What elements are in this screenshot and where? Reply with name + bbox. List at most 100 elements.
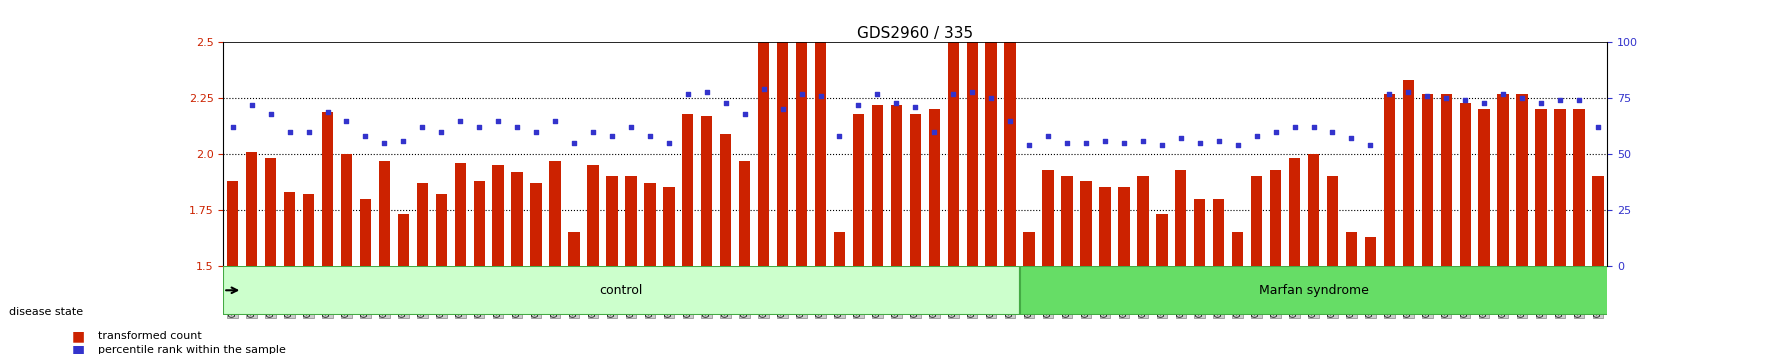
Point [845,102,873,108]
Point [1413,93,1441,99]
Point [275,129,304,135]
Point [370,140,398,146]
Point [1014,142,1043,148]
Bar [909,114,922,266]
Bar [1232,232,1243,266]
Bar [1497,94,1509,266]
Bar [1004,42,1016,266]
Point [598,133,627,139]
Point [257,111,286,117]
Text: ■: ■ [71,329,84,343]
Bar [1384,94,1395,266]
FancyBboxPatch shape [223,266,1020,315]
Bar [473,181,486,266]
Point [863,91,891,97]
Point [352,133,380,139]
Point [1109,140,1138,146]
Bar [777,42,788,266]
Bar [1307,154,1320,266]
Point [673,91,702,97]
Bar [663,188,675,266]
Bar [1213,199,1225,266]
Point [654,140,682,146]
Bar [493,165,504,266]
Bar [1270,170,1281,266]
Text: disease state: disease state [9,307,84,316]
Text: Marfan syndrome: Marfan syndrome [1259,284,1368,297]
Point [1281,124,1309,130]
Bar [568,232,580,266]
Bar [398,214,409,266]
Point [559,140,588,146]
Point [1243,133,1272,139]
Bar [341,154,352,266]
Point [1034,133,1063,139]
Bar [852,114,864,266]
Point [484,118,513,124]
Point [1470,100,1498,105]
Point [1565,98,1593,103]
Point [332,118,361,124]
Bar [739,161,750,266]
Point [218,124,246,130]
Point [1395,89,1423,95]
Point [295,129,323,135]
Point [407,124,436,130]
Text: transformed count: transformed count [98,331,202,341]
Bar [1573,109,1584,266]
Bar [1081,181,1091,266]
Bar [511,172,523,266]
Point [427,129,455,135]
Bar [1098,188,1111,266]
Bar [1118,188,1129,266]
Point [768,107,797,112]
Point [977,96,1006,101]
Bar [455,163,466,266]
Bar [682,114,693,266]
Bar [1195,199,1206,266]
Bar [1327,176,1338,266]
Bar [605,176,618,266]
Bar [1441,94,1452,266]
Bar [757,42,770,266]
Bar [720,134,732,266]
Bar [1365,236,1375,266]
Bar [530,183,541,266]
Bar [1345,232,1357,266]
FancyBboxPatch shape [1020,266,1616,315]
Point [1129,138,1157,143]
Bar [966,42,979,266]
Bar [1422,94,1432,266]
Bar [379,161,389,266]
Bar [1061,176,1073,266]
Point [1166,136,1195,141]
Point [1148,142,1177,148]
Bar [1156,214,1168,266]
Point [1338,136,1366,141]
Point [882,100,911,105]
Bar [872,105,882,266]
Point [616,124,645,130]
Point [788,91,816,97]
Bar [550,161,561,266]
Bar [1593,176,1604,266]
Point [920,129,948,135]
Bar [834,232,845,266]
Text: percentile rank within the sample: percentile rank within the sample [98,346,286,354]
Bar [1459,103,1472,266]
Point [1318,129,1347,135]
Point [1545,98,1573,103]
Point [504,124,532,130]
Point [389,138,418,143]
Bar [1023,232,1034,266]
Point [1204,138,1232,143]
Point [939,91,968,97]
Point [1052,140,1081,146]
Point [693,89,722,95]
Bar [1175,170,1186,266]
Point [997,118,1025,124]
Bar [304,194,314,266]
Point [1584,124,1613,130]
Bar [814,42,827,266]
Bar [1250,176,1263,266]
